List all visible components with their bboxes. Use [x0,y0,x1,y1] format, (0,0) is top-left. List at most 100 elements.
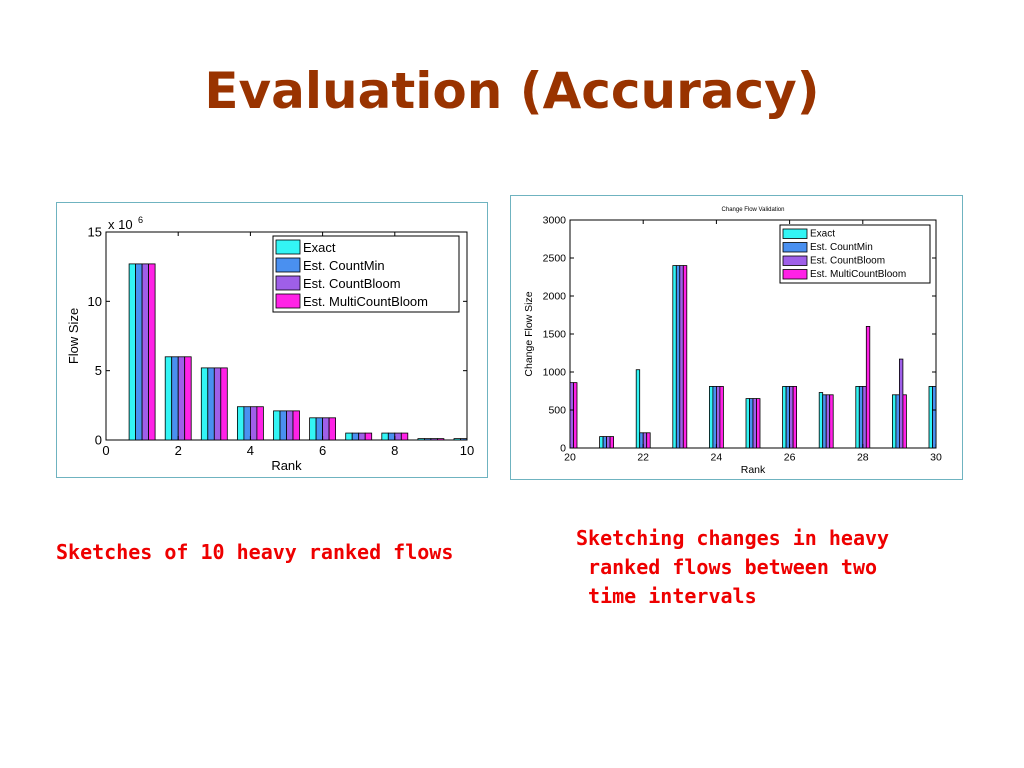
bar-5-series-1 [279,410,287,441]
y-exponent-label: x 10 [108,217,133,232]
legend-swatch-2 [782,255,808,266]
y-tick-label: 5 [95,363,102,378]
bar-9-series-1 [423,438,432,441]
x-tick-label: 0 [102,443,109,458]
y-tick-label: 0 [560,443,566,455]
legend-swatch-3 [782,269,808,280]
bar-26-series-0 [782,386,787,449]
bar-1-series-1 [135,263,143,441]
bar-6-series-2 [322,417,330,441]
bar-22-series-3 [646,432,651,449]
bar-25-series-2 [752,398,757,449]
bar-2-series-0 [164,356,173,441]
y-axis-label: Flow Size [66,308,81,364]
bar-23-series-2 [679,265,684,449]
bar-23-series-3 [682,265,688,449]
y-tick-label: 10 [88,294,102,309]
bar-5-series-2 [286,410,294,441]
caption-heavy-flows: Sketches of 10 heavy ranked flows [56,540,454,564]
bar-1-series-0 [128,263,136,441]
bar-8-series-1 [387,432,396,441]
x-tick-label: 30 [930,452,942,464]
legend-swatch-1 [275,257,301,273]
bar-29-series-0 [891,394,897,449]
bar-5-series-0 [273,410,281,441]
bar-7-series-1 [351,432,360,441]
bar-28-series-2 [862,386,867,449]
bar-25-series-1 [749,398,754,449]
bar-5-series-3 [292,410,300,441]
bar-25-series-3 [756,398,761,449]
bar-9-series-3 [436,438,445,441]
bar-21-series-3 [609,436,614,449]
legend-label-3: Est. MultiCountBloom [810,269,906,280]
legend-box [272,235,460,313]
legend-swatch-0 [782,228,808,239]
bar-10-series-0 [453,438,461,441]
bar-23-series-0 [672,265,677,449]
y-tick-label: 500 [548,405,566,417]
bar-24-series-0 [708,386,714,449]
bar-29-series-2 [898,358,904,449]
bar-1-series-3 [148,263,156,441]
y-tick-label: 1500 [543,329,567,341]
bar-9-series-2 [430,438,438,441]
x-tick-label: 6 [319,443,326,458]
y-tick-label: 0 [95,433,102,448]
bar-6-series-3 [328,417,337,441]
bar-8-series-0 [381,432,389,441]
bar-2-series-1 [171,356,179,441]
bar-9-series-0 [417,438,425,441]
legend-label-0: Exact [303,240,336,255]
flow-size-chart: 0 2 4 6 8 10 0 5 10 15 Rank Flow Size x 10 6 Exact Est.… [66,215,474,473]
bar-6-series-1 [315,417,324,441]
bar-24-series-2 [715,386,721,449]
bar-3-series-2 [213,367,222,441]
bar-28-series-0 [855,386,860,449]
bar-4-series-0 [236,406,245,441]
y-tick-label: 2500 [543,253,567,265]
x-axis-label: Rank [741,464,766,476]
flow-size-chart-frame: 0 2 4 6 8 10 0 5 10 15 Rank Flow Size x 10 6 Exact Est.… [56,202,488,478]
bar-23-series-1 [675,265,681,449]
bar-26-series-3 [792,386,798,449]
bar-1-series-2 [141,263,149,441]
bar-27-series-1 [822,394,827,449]
bar-3-series-1 [207,367,215,441]
bar-4-series-3 [256,406,264,441]
x-tick-label: 22 [637,452,649,464]
bar-20-series-2 [569,382,574,449]
bar-4-series-1 [243,406,251,441]
bar-29-series-3 [902,394,907,449]
bar-25-series-0 [745,398,750,449]
change-flow-chart-frame: Change Flow Validation 20 22 24 26 28 30 0 500 10… [510,195,963,480]
bar-6-series-0 [309,417,317,441]
x-tick-label: 4 [247,443,254,458]
bar-2-series-3 [184,356,192,441]
legend-label-1: Est. CountMin [810,242,873,253]
bar-3-series-3 [220,367,228,441]
x-tick-label: 10 [460,443,474,458]
y-tick-label: 1000 [543,367,567,379]
bar-26-series-2 [789,386,794,449]
bar-21-series-2 [606,436,611,449]
x-tick-label: 28 [857,452,869,464]
bar-27-series-3 [829,394,834,449]
change-flow-chart: Change Flow Validation 20 22 24 26 28 30 0 500 10… [523,207,942,476]
legend-label-2: Est. CountBloom [810,256,885,267]
x-tick-label: 2 [175,443,182,458]
x-tick-label: 8 [391,443,398,458]
legend-label-1: Est. CountMin [303,258,385,273]
bar-28-series-3 [865,325,871,449]
bar-22-series-1 [639,432,644,449]
bar-28-series-1 [858,386,864,449]
bar-8-series-2 [394,432,402,441]
legend-label-2: Est. CountBloom [303,276,401,291]
bar-7-series-0 [345,432,353,441]
bar-7-series-2 [358,432,366,441]
legend-swatch-0 [275,239,301,255]
legend-swatch-1 [782,242,808,253]
x-tick-label: 20 [564,452,576,464]
bar-7-series-3 [364,432,373,441]
bar-24-series-3 [719,386,724,449]
